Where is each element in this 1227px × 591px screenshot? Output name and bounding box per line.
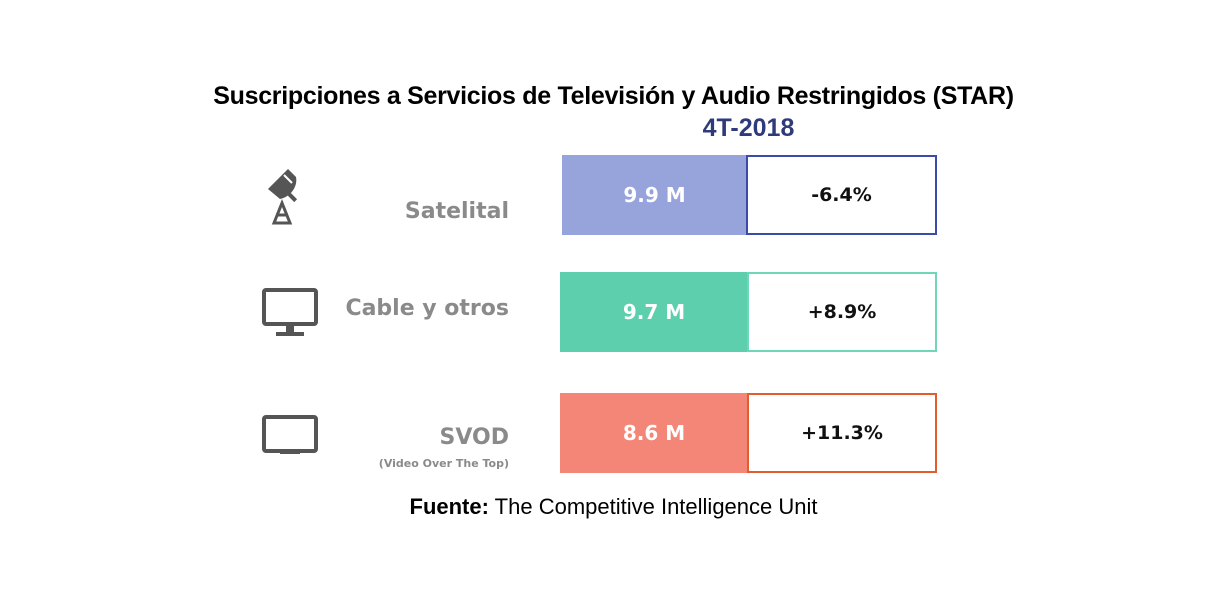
tablet-icon: [260, 409, 320, 469]
source-note: Fuente: The Competitive Intelligence Uni…: [0, 494, 1227, 520]
category-sublabel: (Video Over The Top): [378, 457, 509, 470]
category-label: Satelital: [404, 199, 509, 224]
category-label: Cable y otros: [345, 296, 509, 321]
value-bar: 9.9 M: [562, 155, 747, 235]
source-text: The Competitive Intelligence Unit: [488, 494, 818, 519]
value-bar: 8.6 M: [560, 393, 748, 473]
source-prefix: Fuente:: [409, 494, 489, 519]
change-box: -6.4%: [746, 155, 937, 235]
monitor-icon: [260, 282, 320, 342]
category-label: SVOD: [439, 425, 509, 450]
change-box: +8.9%: [747, 272, 937, 352]
row-satelital: Satelital 9.9 M -6.4%: [0, 155, 1227, 245]
change-box: +11.3%: [747, 393, 937, 473]
chart-title: Suscripciones a Servicios de Televisión …: [213, 82, 1014, 110]
value-bar: 9.7 M: [560, 272, 748, 352]
satellite-dish-icon: [260, 165, 320, 225]
row-svod: SVOD (Video Over The Top) 8.6 M +11.3%: [0, 393, 1227, 483]
chart-subtitle: 4T-2018: [702, 114, 795, 142]
row-cable: Cable y otros 9.7 M +8.9%: [0, 272, 1227, 362]
